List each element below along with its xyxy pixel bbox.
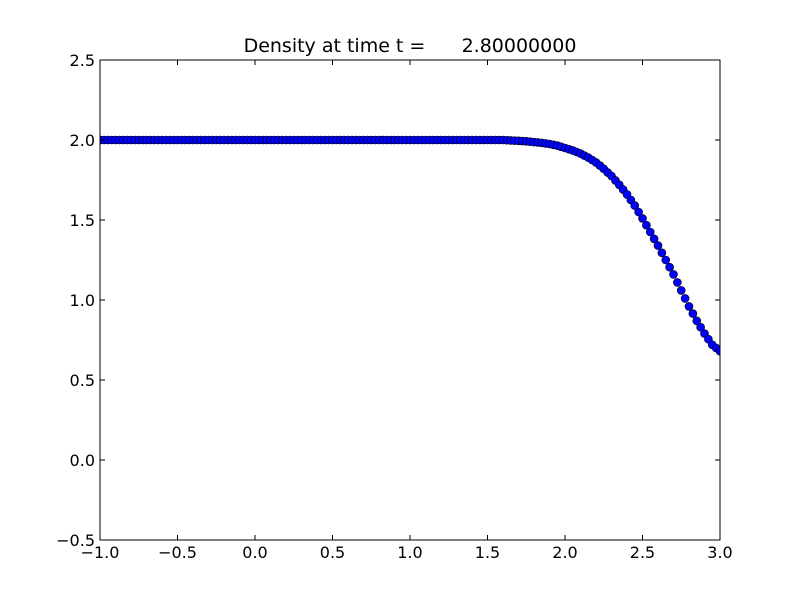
y-tick-label: 1.0	[70, 291, 95, 310]
y-tick-label: 0.5	[70, 371, 95, 390]
data-points	[100, 135, 720, 356]
data-point	[696, 322, 705, 332]
data-point	[630, 201, 640, 210]
data-point	[684, 302, 694, 311]
data-point	[642, 220, 651, 230]
data-point	[653, 241, 663, 250]
data-point	[634, 207, 643, 217]
x-tick-label: 1.0	[397, 543, 422, 562]
data-point	[680, 294, 690, 303]
data-point	[676, 286, 686, 295]
data-point	[657, 248, 667, 258]
x-tick-label: 2.0	[552, 543, 577, 562]
chart-title: Density at time t = 2.80000000	[244, 35, 577, 57]
data-point	[669, 270, 678, 279]
y-tick-label: 0.0	[70, 451, 95, 470]
x-tick-label: 2.5	[630, 543, 655, 562]
data-point	[688, 309, 698, 318]
x-tick-label: 3.0	[707, 543, 732, 562]
y-tick-label: 2.5	[70, 51, 95, 70]
data-point	[638, 214, 647, 223]
data-point	[692, 316, 702, 326]
y-tick-label: 2.0	[70, 131, 95, 150]
data-point	[649, 234, 659, 244]
axis-tick-labels: −1.0 −0.5 0.0 0.5 1.0 1.5 2.0 2.5 3.0−0.50.00.51…	[56, 51, 733, 562]
plot-frame	[99, 59, 721, 541]
y-tick-label: 1.5	[70, 211, 95, 230]
data-point	[665, 262, 674, 272]
x-tick-label: 1.5	[475, 543, 500, 562]
data-point	[661, 255, 671, 265]
x-tick-label: 0.5	[320, 543, 345, 562]
y-tick-label: −0.5	[56, 531, 95, 550]
data-point	[645, 227, 655, 237]
data-point	[715, 346, 720, 356]
x-tick-label: −0.5	[158, 543, 197, 562]
axis-ticks	[99, 59, 721, 541]
data-point	[673, 278, 682, 287]
x-tick-label: 0.0	[242, 543, 267, 562]
x-tick-label: −1.0	[81, 543, 120, 562]
